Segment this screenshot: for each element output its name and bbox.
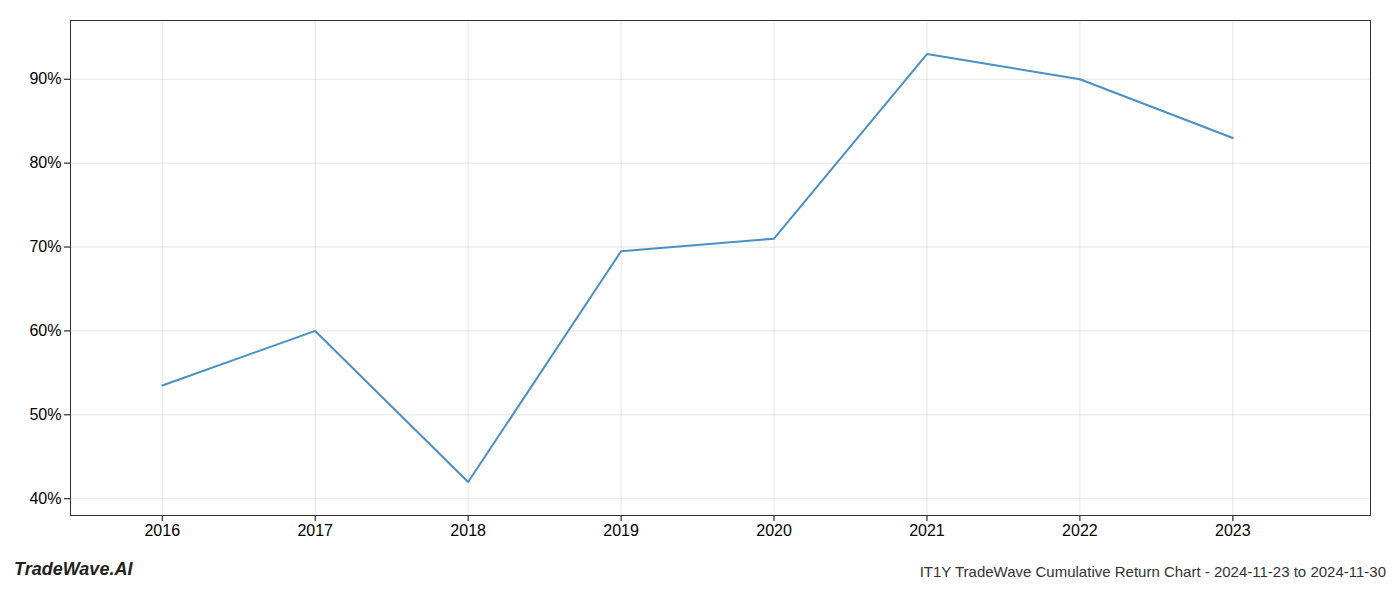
svg-text:90%: 90%: [29, 70, 61, 87]
svg-text:2021: 2021: [909, 522, 945, 539]
svg-text:2020: 2020: [756, 522, 792, 539]
svg-text:2022: 2022: [1062, 522, 1098, 539]
svg-text:50%: 50%: [29, 406, 61, 423]
html-text:TradeWave.AI: TradeWave.AI: [14, 559, 133, 579]
svg-text:70%: 70%: [29, 238, 61, 255]
svg-text:2018: 2018: [450, 522, 486, 539]
svg-text:40%: 40%: [29, 490, 61, 507]
svg-text:2017: 2017: [297, 522, 333, 539]
html-text:IT1Y TradeWave Cumulative Retu: IT1Y TradeWave Cumulative Return Chart -…: [919, 563, 1386, 580]
svg-text:2023: 2023: [1215, 522, 1251, 539]
svg-text:60%: 60%: [29, 322, 61, 339]
svg-text:2019: 2019: [603, 522, 639, 539]
svg-text:80%: 80%: [29, 154, 61, 171]
svg-text:2016: 2016: [144, 522, 180, 539]
